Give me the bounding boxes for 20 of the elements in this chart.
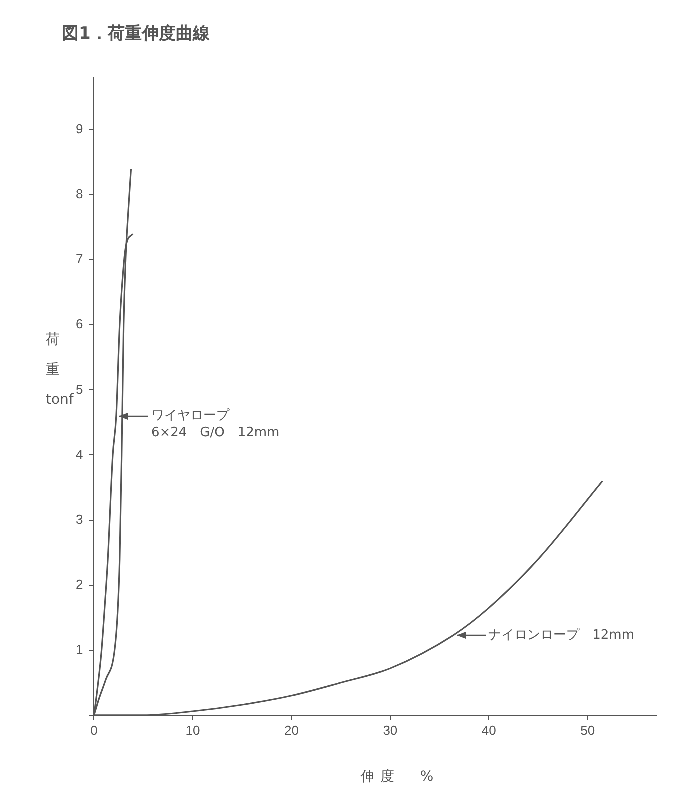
annotation: ナイロンロープ 12mm [488, 628, 634, 643]
y-tick-label: 5 [76, 382, 84, 397]
y-tick-label: 7 [76, 252, 84, 267]
y-tick-label: 4 [76, 446, 84, 462]
y-tick-label: 3 [76, 512, 84, 527]
y-tick-label: 8 [76, 186, 84, 202]
y-tick-label: 9 [76, 122, 84, 137]
y-axis-title: 荷重 tonf [46, 331, 74, 410]
x-tick-label: 20 [284, 722, 299, 738]
x-tick-label: 50 [580, 722, 596, 738]
x-tick-label: 0 [90, 722, 98, 738]
x-tick-label: 30 [383, 722, 398, 738]
x-tick-label: 10 [186, 722, 200, 738]
y-tick-label: 6 [76, 316, 84, 332]
x-axis-title: 伸度 % [359, 768, 441, 786]
x-tick-label: 40 [482, 722, 496, 738]
y-tick-label: 1 [76, 642, 84, 657]
y-tick-label: 2 [76, 576, 84, 592]
annotation: ワイヤロープ 6×24 G/O 12mm [151, 408, 280, 441]
chart-title: 図1．荷重伸度曲線 [62, 23, 210, 45]
